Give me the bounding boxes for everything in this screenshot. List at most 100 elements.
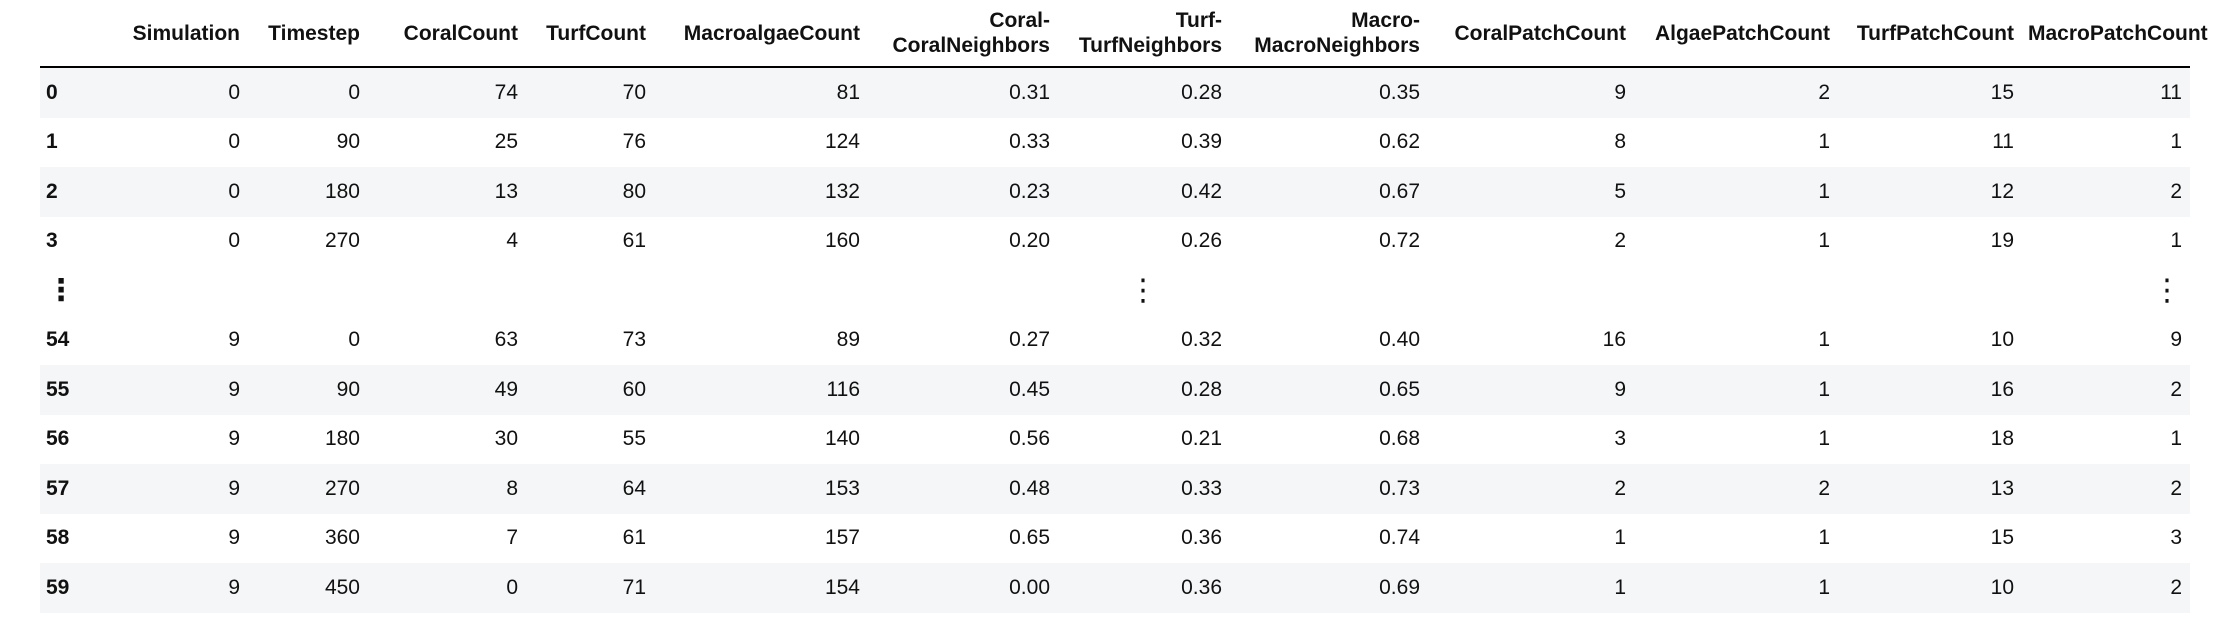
table-cell: 0.35 [1230, 67, 1428, 118]
table-cell: 1 [1634, 167, 1838, 217]
table-cell: 1 [1634, 365, 1838, 415]
column-header-label: CoralNeighbors [892, 34, 1050, 57]
table-cell: 76 [526, 117, 654, 167]
table-cell: 61 [526, 216, 654, 266]
table-cell: 0.65 [1230, 365, 1428, 415]
row-index: 55 [40, 365, 110, 415]
table-cell: 3 [2022, 513, 2190, 563]
ellipsis-spacer [654, 266, 868, 316]
table-cell: 4 [368, 216, 526, 266]
row-index: 0 [40, 67, 110, 118]
table-cell: 9 [110, 563, 248, 613]
table-cell: 0.72 [1230, 216, 1428, 266]
column-header: TurfPatchCount [1838, 0, 2022, 68]
table-cell: 153 [654, 464, 868, 514]
column-header-label: TurfPatchCount [1856, 21, 2014, 45]
table-row: 59 9 450 0 71 154 0.00 0.36 0.69 1 1 10 2 [40, 563, 2190, 613]
ellipsis-marker: ⋮ [40, 266, 110, 316]
table-cell: 1 [1634, 563, 1838, 613]
table-cell: 2 [1428, 216, 1634, 266]
column-header-label: CoralPatchCount [1454, 21, 1626, 45]
table-cell: 2 [1634, 464, 1838, 514]
table-cell: 116 [654, 365, 868, 415]
table-cell: 0.27 [868, 315, 1058, 365]
table-cell: 9 [110, 513, 248, 563]
column-header-label: AlgaePatchCount [1654, 21, 1830, 45]
table-cell: 2 [1428, 464, 1634, 514]
row-index: 2 [40, 167, 110, 217]
table-cell: 0.00 [868, 563, 1058, 613]
table-cell: 0.20 [868, 216, 1058, 266]
table-cell: 270 [248, 464, 368, 514]
column-header: CoralCount [368, 0, 526, 68]
table-cell: 16 [1838, 365, 2022, 415]
table-cell: 0.62 [1230, 117, 1428, 167]
row-index: 56 [40, 414, 110, 464]
table-cell: 9 [110, 315, 248, 365]
table-cell: 0.67 [1230, 167, 1428, 217]
table-cell: 132 [654, 167, 868, 217]
table-cell: 1 [1634, 216, 1838, 266]
vertical-ellipsis: ⋮ [1128, 274, 1158, 308]
table-cell: 0.23 [868, 167, 1058, 217]
ellipsis-spacer [1230, 266, 1428, 316]
table-cell: 25 [368, 117, 526, 167]
table-cell: 9 [1428, 67, 1634, 118]
table-cell: 0.26 [1058, 216, 1230, 266]
table-cell: 3 [1428, 414, 1634, 464]
table-cell: 30 [368, 414, 526, 464]
table-row: 54 9 0 63 73 89 0.27 0.32 0.40 16 1 10 9 [40, 315, 2190, 365]
table-cell: 55 [526, 414, 654, 464]
row-index: 57 [40, 464, 110, 514]
column-header-label: MacroPatchCount [2028, 21, 2208, 45]
table-cell: 9 [110, 365, 248, 415]
table-cell: 270 [248, 216, 368, 266]
column-header-label: Timestep [268, 21, 360, 45]
table-cell: 0.74 [1230, 513, 1428, 563]
table-cell: 16 [1428, 315, 1634, 365]
table-body: 0 0 0 74 70 81 0.31 0.28 0.35 9 2 15 11 1 0 90 25 76 124 0.… [40, 67, 2190, 613]
table-cell: 0.40 [1230, 315, 1428, 365]
table-cell: 15 [1838, 67, 2022, 118]
table-cell: 0.73 [1230, 464, 1428, 514]
ellipsis-marker: ⋮ [1058, 266, 1230, 316]
table-cell: 0 [368, 563, 526, 613]
table-cell: 0.65 [868, 513, 1058, 563]
table-cell: 63 [368, 315, 526, 365]
table-cell: 9 [110, 464, 248, 514]
table-cell: 140 [654, 414, 868, 464]
ellipsis-spacer [110, 266, 248, 316]
table-row: 57 9 270 8 64 153 0.48 0.33 0.73 2 2 13 2 [40, 464, 2190, 514]
row-index: 3 [40, 216, 110, 266]
table-cell: 49 [368, 365, 526, 415]
ellipsis-spacer [1838, 266, 2022, 316]
table-row: 3 0 270 4 61 160 0.20 0.26 0.72 2 1 19 1 [40, 216, 2190, 266]
column-header: Simulation [110, 0, 248, 68]
table-cell: 70 [526, 67, 654, 118]
column-header: Coral- CoralNeighbors [868, 0, 1058, 68]
column-header: AlgaePatchCount [1634, 0, 1838, 68]
table-cell: 2 [2022, 464, 2190, 514]
ellipsis-spacer [248, 266, 368, 316]
table-cell: 0.42 [1058, 167, 1230, 217]
table-row: 56 9 180 30 55 140 0.56 0.21 0.68 3 1 18 1 [40, 414, 2190, 464]
table-cell: 64 [526, 464, 654, 514]
table-cell: 81 [654, 67, 868, 118]
row-index: 1 [40, 117, 110, 167]
row-index: 58 [40, 513, 110, 563]
table-cell: 1 [1634, 513, 1838, 563]
dataframe-output: Simulation Timestep CoralCount TurfCount Mac… [40, 0, 2208, 638]
table-cell: 1 [2022, 414, 2190, 464]
table-cell: 1 [1634, 315, 1838, 365]
column-header-label: MacroalgaeCount [683, 21, 860, 45]
table-cell: 360 [248, 513, 368, 563]
column-header: Turf- TurfNeighbors [1058, 0, 1230, 68]
table-cell: 0.36 [1058, 563, 1230, 613]
vertical-ellipsis: ⋮ [46, 274, 76, 308]
ellipsis-spacer [1634, 266, 1838, 316]
table-cell: 0.36 [1058, 513, 1230, 563]
table-cell: 80 [526, 167, 654, 217]
table-cell: 8 [368, 464, 526, 514]
table-cell: 1 [1428, 513, 1634, 563]
column-header-label: MacroNeighbors [1254, 34, 1420, 57]
